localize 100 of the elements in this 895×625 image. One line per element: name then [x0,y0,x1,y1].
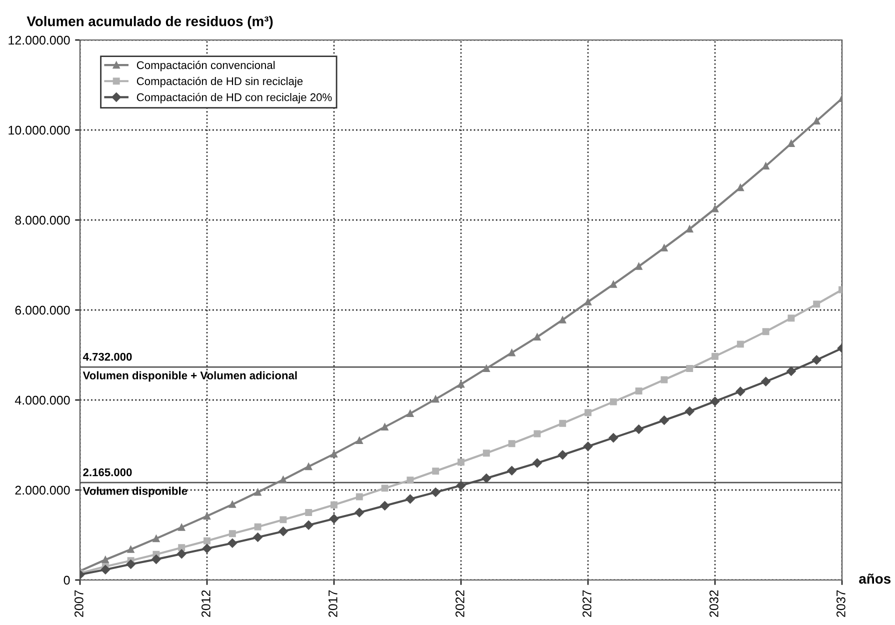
point [610,398,617,406]
point [482,474,492,483]
point [736,386,746,396]
point [204,537,210,544]
point [406,476,414,484]
y-tick-label: 10.000.000 [8,126,70,135]
point [558,450,568,460]
point [330,501,338,508]
point [532,458,542,468]
point [356,437,363,444]
point [100,565,110,574]
point [762,162,770,170]
point [534,334,541,340]
point [710,396,720,406]
point [204,512,210,520]
point [202,544,212,554]
point [736,184,744,192]
point [813,300,820,308]
point [126,560,136,569]
point [686,365,694,372]
y-tick-label: 12.000.000 [8,36,70,45]
x-tick-label: 2017 [328,590,338,617]
point [610,280,617,288]
legend-label: Compactación de HD con reciclaje 20% [136,92,332,104]
point [178,524,186,531]
point [584,298,592,306]
point [127,546,134,553]
point [329,514,339,524]
point [330,450,338,458]
point [430,488,440,497]
point [432,468,440,475]
point [305,509,312,516]
x-tick-label: 2032 [710,590,718,617]
point [278,526,288,536]
x-tick-label: 2012 [202,590,210,617]
y-tick-label: 2.000.000 [15,486,70,495]
point [812,355,822,365]
point [176,549,186,559]
annotation: 4.732.000 [82,352,132,361]
legend-label: Compactación de HD sin reciclaje [136,76,303,88]
point [762,328,770,336]
point [660,416,669,425]
point [712,205,718,212]
point [736,340,744,348]
point [788,140,795,147]
point [635,262,642,270]
point [458,458,464,466]
x-tick-label: 2027 [582,590,592,617]
point [813,118,820,124]
point [634,424,644,434]
y-tick-label: 6.000.000 [15,306,70,315]
point [254,523,262,530]
point [280,476,287,484]
point [305,463,312,470]
chart-title: Volumen acumulado de residuos (m³) [26,16,273,29]
point [686,226,694,232]
x-axis-title: años [859,574,891,584]
point [712,352,718,360]
point [508,440,516,448]
point [482,450,490,457]
point [608,433,618,442]
point [406,494,415,504]
point [380,501,390,510]
point [660,244,668,252]
point [228,530,236,538]
point [684,406,694,416]
point [788,314,795,322]
point [432,396,440,403]
point [507,466,516,476]
point [356,493,363,500]
ref-line-label: Volumen disponible + Volumen adicional [82,371,297,382]
point [253,532,262,542]
point [406,410,414,417]
point [456,480,466,490]
point [482,365,490,372]
point [583,442,593,451]
point [381,424,388,430]
point [761,376,770,386]
y-tick-label: 4.000.000 [14,396,70,405]
legend-label: Compactación convencional [136,60,275,72]
point [354,508,364,518]
point [178,544,186,552]
y-tick-label: 8.000.000 [15,216,70,225]
point [660,376,668,384]
point [254,488,262,496]
point [228,538,238,548]
ref-line-label: Volumen disponible [82,486,188,498]
point [559,420,566,427]
point [304,520,314,530]
x-tick-label: 2007 [74,590,84,617]
point [534,430,541,438]
point [280,516,287,524]
x-tick-label: 2037 [836,590,846,617]
point [584,409,592,416]
point [102,556,109,564]
point [508,349,516,356]
point [381,484,388,492]
point [152,554,161,564]
point [635,388,642,394]
point [152,535,160,542]
